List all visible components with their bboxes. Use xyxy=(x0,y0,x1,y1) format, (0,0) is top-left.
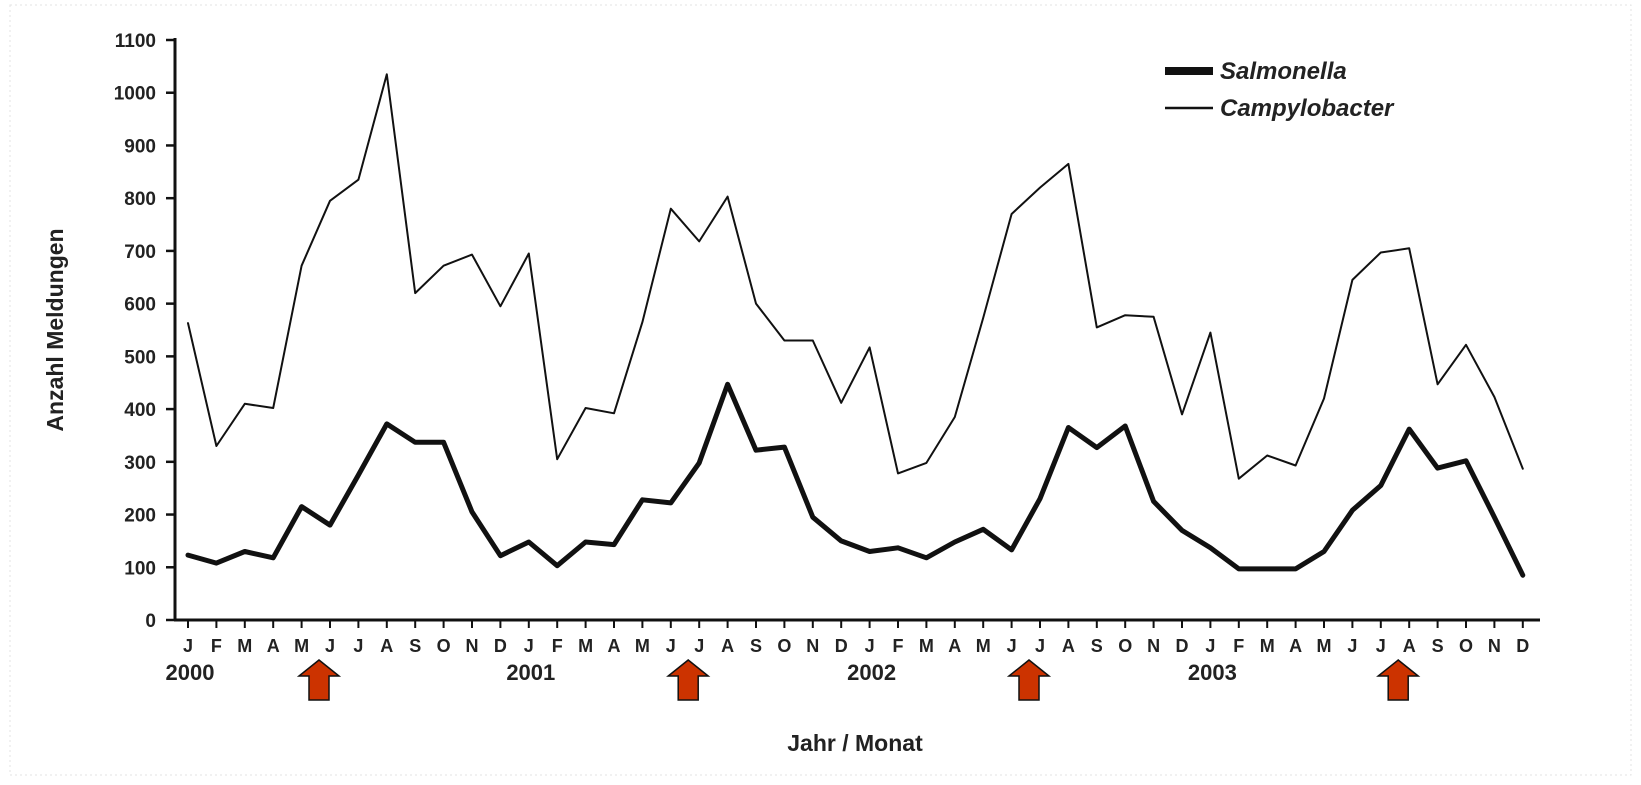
x-tick-label: M xyxy=(1317,636,1332,656)
x-tick-label: D xyxy=(1176,636,1189,656)
y-tick-label: 1000 xyxy=(114,84,156,105)
legend-label-salmonella: Salmonella xyxy=(1220,58,1347,85)
arrow-icon xyxy=(1006,659,1052,701)
y-tick-label: 800 xyxy=(124,189,156,210)
x-tick-label: O xyxy=(777,636,791,656)
y-tick-label: 300 xyxy=(124,453,156,474)
x-tick-label: J xyxy=(1205,636,1215,656)
x-tick-label: S xyxy=(750,636,762,656)
y-tick-label: 1100 xyxy=(115,31,156,52)
x-tick-label: M xyxy=(1260,636,1275,656)
axes xyxy=(173,38,1540,622)
year-label: 2003 xyxy=(1188,660,1237,685)
series-line-campylobacter xyxy=(187,73,1524,480)
x-tick-label: J xyxy=(666,636,676,656)
x-tick-label: A xyxy=(1289,636,1302,656)
x-tick-label: N xyxy=(1147,636,1160,656)
x-tick-label: M xyxy=(635,636,650,656)
y-tick-label: 0 xyxy=(145,611,156,632)
arrow-icon xyxy=(296,659,342,701)
x-tick-label: J xyxy=(353,636,363,656)
y-tick-label: 600 xyxy=(124,295,156,316)
x-axis-label: Jahr / Monat xyxy=(787,730,923,756)
x-tick-label: O xyxy=(1118,636,1132,656)
x-tick-label: M xyxy=(578,636,593,656)
x-tick-label: A xyxy=(1403,636,1416,656)
x-tick-label: M xyxy=(976,636,991,656)
x-tick-label: N xyxy=(1488,636,1501,656)
x-tick-label: A xyxy=(721,636,734,656)
x-tick-label: J xyxy=(325,636,335,656)
y-tick-label: 200 xyxy=(124,506,156,527)
x-tick-label: A xyxy=(608,636,621,656)
x-tick-label: N xyxy=(806,636,819,656)
x-tick-label: M xyxy=(294,636,309,656)
year-label: 2001 xyxy=(506,660,555,685)
year-labels: 2000 2001 2002 2003 xyxy=(166,660,1237,685)
year-label: 2000 xyxy=(166,660,215,685)
x-tick-label: A xyxy=(1062,636,1075,656)
x-tick-label: O xyxy=(1459,636,1473,656)
y-axis-ticks: 0 100 200 300 400 500 600 700 800 900 1000 1100 xyxy=(114,31,175,632)
arrow-icon xyxy=(666,659,711,701)
y-axis-label: Anzahl Meldungen xyxy=(42,228,68,431)
series-lines xyxy=(185,73,1526,578)
x-tick-label: S xyxy=(1091,636,1103,656)
x-tick-label: J xyxy=(1007,636,1017,656)
x-tick-label: S xyxy=(409,636,421,656)
x-tick-label: J xyxy=(1347,636,1357,656)
x-tick-label: M xyxy=(919,636,934,656)
x-tick-label: D xyxy=(1516,636,1529,656)
x-tick-label: J xyxy=(1376,636,1386,656)
x-tick-label: A xyxy=(948,636,961,656)
x-tick-label: A xyxy=(267,636,280,656)
x-tick-label: A xyxy=(380,636,393,656)
year-label: 2002 xyxy=(847,660,896,685)
x-tick-label: N xyxy=(466,636,479,656)
x-tick-label: J xyxy=(1035,636,1045,656)
y-tick-label: 400 xyxy=(124,400,156,421)
x-tick-label: D xyxy=(494,636,507,656)
x-tick-label: J xyxy=(524,636,534,656)
x-tick-label: J xyxy=(694,636,704,656)
y-tick-label: 700 xyxy=(124,242,156,263)
x-tick-label: D xyxy=(835,636,848,656)
x-tick-label: F xyxy=(211,636,222,656)
y-tick-label: 100 xyxy=(124,558,156,579)
legend-label-campylobacter: Campylobacter xyxy=(1220,95,1395,122)
x-tick-label: F xyxy=(552,636,563,656)
season-arrows xyxy=(296,659,1421,701)
y-tick-label: 900 xyxy=(124,136,156,157)
x-tick-label: S xyxy=(1432,636,1444,656)
x-tick-label: M xyxy=(237,636,252,656)
x-tick-label: J xyxy=(865,636,875,656)
legend: Salmonella Campylobacter xyxy=(1165,58,1395,122)
x-tick-label: O xyxy=(437,636,451,656)
x-tick-label: F xyxy=(893,636,904,656)
x-tick-label: F xyxy=(1233,636,1244,656)
arrow-icon xyxy=(1376,659,1421,701)
x-tick-label: J xyxy=(183,636,193,656)
figure-border xyxy=(9,4,1632,776)
y-tick-label: 500 xyxy=(124,347,156,368)
series-line-salmonella xyxy=(185,381,1526,578)
